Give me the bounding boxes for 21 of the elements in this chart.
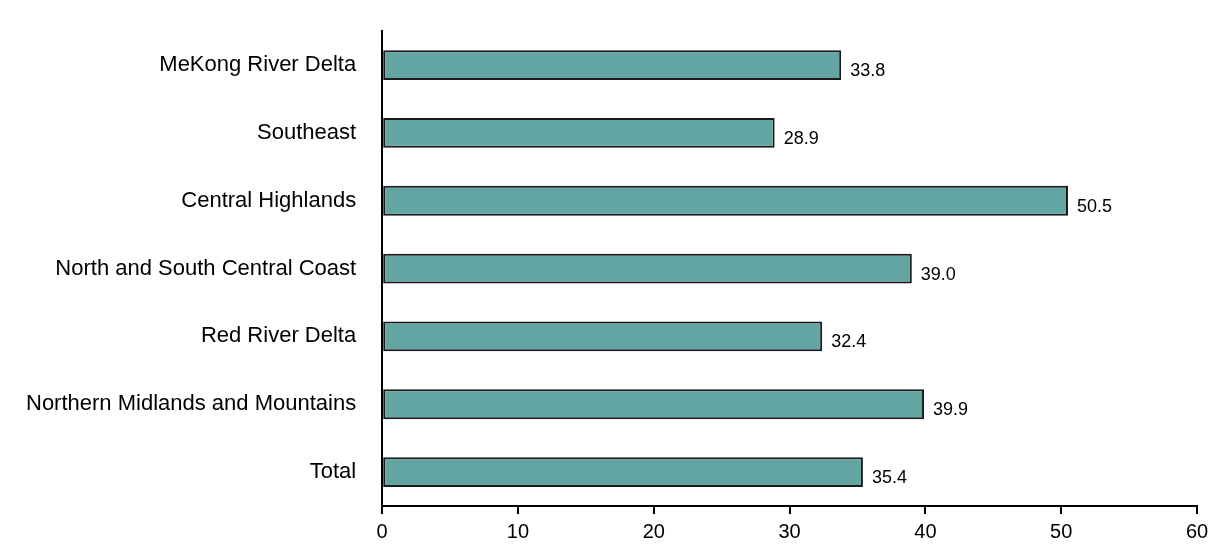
x-tick-label: 40 — [914, 519, 937, 542]
data-label: 39.9 — [933, 399, 969, 420]
y-tick-label: Central Highlands — [181, 186, 357, 212]
x-tick-label: 0 — [376, 519, 388, 542]
y-tick-label: Total — [309, 458, 357, 484]
y-tick-label: Red River Delta — [200, 322, 357, 348]
x-tick-label: 10 — [506, 519, 530, 542]
y-tick-label: Northern Midlands and Mountains — [26, 390, 357, 416]
data-label: 50.5 — [1076, 195, 1113, 216]
y-tick-label: North and South Central Coast — [55, 254, 357, 280]
data-label: 32.4 — [831, 331, 867, 352]
y-tick-label: MeKong River Delta — [159, 51, 357, 77]
data-label: 39.0 — [920, 263, 956, 284]
x-tick-label: 30 — [778, 519, 801, 542]
data-label: 35.4 — [871, 467, 907, 488]
data-label: 28.9 — [783, 127, 819, 148]
y-tick-label: Southeast — [257, 119, 357, 145]
x-tick-label: 20 — [642, 519, 665, 542]
data-label: 33.8 — [850, 60, 886, 81]
x-tick-label: 60 — [1185, 519, 1209, 542]
x-tick-label: 50 — [1050, 519, 1073, 542]
